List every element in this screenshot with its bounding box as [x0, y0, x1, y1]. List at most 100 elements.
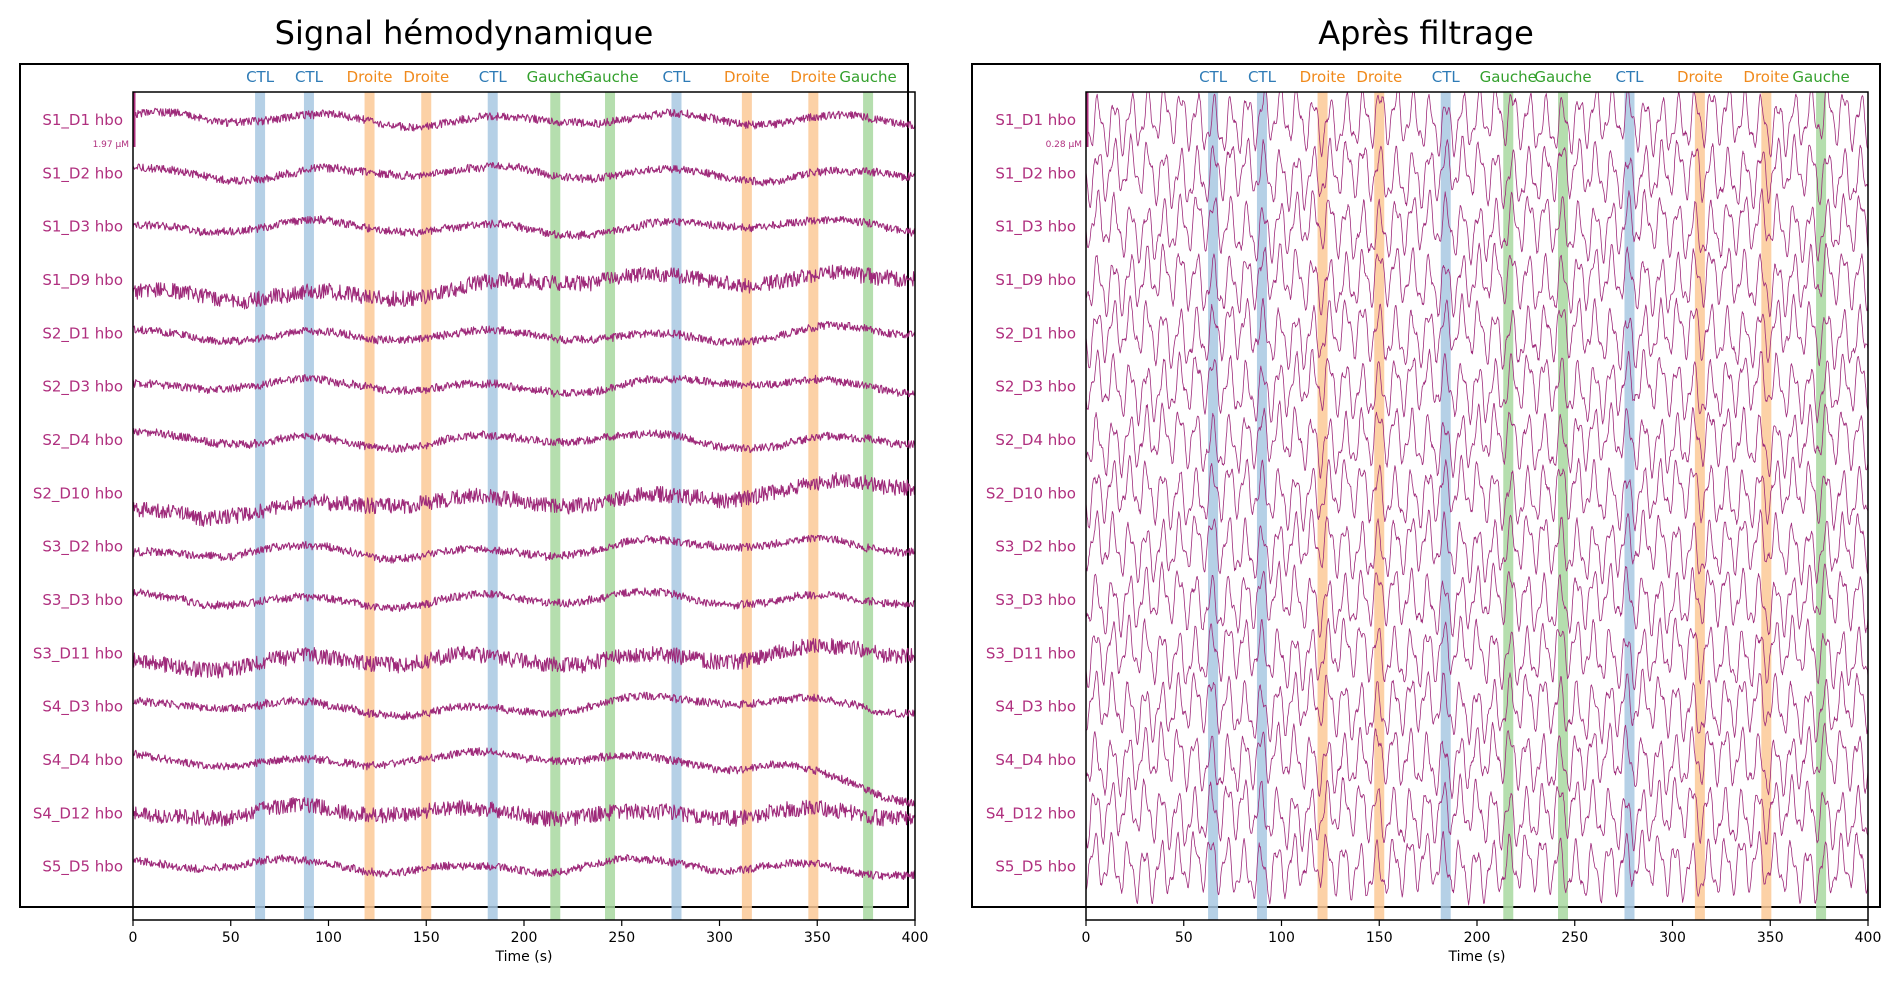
x-tick-label: 300	[706, 930, 733, 946]
event-band-ctl	[1256, 92, 1267, 920]
traces	[133, 107, 915, 881]
x-tick-label: 300	[1659, 930, 1686, 946]
channel-label: S2_D3 hbo	[42, 378, 123, 397]
event-label-ctl: CTL	[246, 68, 275, 86]
event-band-gauche	[1558, 92, 1569, 920]
event-band-droite	[421, 92, 432, 920]
trace-s1_d3-hbo	[1086, 188, 1868, 266]
trace-s4_d4-hbo	[133, 747, 915, 808]
channel-label: S1_D3 hbo	[42, 218, 123, 237]
event-label-droite: Droite	[724, 68, 770, 86]
x-tick-label: 350	[804, 930, 831, 946]
x-tick-label: 250	[608, 930, 635, 946]
event-label-droite: Droite	[1300, 68, 1346, 86]
channel-label: S5_D5 hbo	[995, 858, 1076, 877]
trace-s1_d1-hbo	[133, 107, 915, 132]
event-band-gauche	[1816, 92, 1827, 920]
channel-label: S2_D4 hbo	[42, 431, 123, 450]
trace-s1_d9-hbo	[133, 264, 915, 310]
event-label-gauche: Gauche	[839, 68, 896, 86]
channel-label: S3_D2 hbo	[42, 538, 123, 557]
channel-label: S4_D12 hbo	[33, 804, 123, 823]
scale-bar-label: 1.97 µM	[93, 140, 129, 150]
channel-label: S1_D3 hbo	[995, 218, 1076, 237]
panel-frame	[19, 63, 909, 908]
trace-s2_d1-hbo	[133, 321, 915, 347]
chart-title: Signal hémodynamique	[275, 14, 654, 52]
channel-label: S4_D4 hbo	[42, 751, 123, 770]
event-band-droite	[741, 92, 752, 920]
channel-label: S3_D11 hbo	[986, 644, 1076, 663]
trace-s5_d5-hbo	[1086, 828, 1868, 906]
event-band-gauche	[605, 92, 616, 920]
event-band-ctl	[671, 92, 682, 920]
event-label-droite: Droite	[403, 68, 449, 86]
channel-label: S2_D3 hbo	[995, 378, 1076, 397]
channel-label: S2_D10 hbo	[986, 484, 1076, 503]
trace-s4_d3-hbo	[1086, 668, 1868, 746]
channel-label: S2_D4 hbo	[995, 431, 1076, 450]
event-label-droite: Droite	[1743, 68, 1789, 86]
event-label-ctl: CTL	[1615, 68, 1644, 86]
channel-label: S2_D10 hbo	[33, 484, 123, 503]
event-label-droite: Droite	[347, 68, 393, 86]
chart-title: Après filtrage	[1318, 14, 1534, 52]
channel-label: S1_D1 hbo	[42, 111, 123, 130]
trace-s2_d10-hbo	[1086, 454, 1868, 532]
event-band-droite	[1694, 92, 1705, 920]
trace-s3_d3-hbo	[133, 587, 915, 612]
event-label-ctl: CTL	[1248, 68, 1277, 86]
event-label-ctl: CTL	[479, 68, 508, 86]
panel-frame	[971, 63, 1881, 908]
x-tick-label: 400	[1855, 930, 1882, 946]
event-label-gauche: Gauche	[1534, 68, 1591, 86]
x-tick-label: 200	[511, 930, 538, 946]
trace-s2_d10-hbo	[133, 472, 915, 527]
trace-s3_d2-hbo	[1086, 508, 1868, 586]
channel-label: S1_D9 hbo	[42, 271, 123, 290]
event-label-droite: Droite	[1677, 68, 1723, 86]
event-band-gauche	[863, 92, 874, 920]
x-tick-label: 400	[902, 930, 929, 946]
x-tick-label: 50	[1175, 930, 1193, 946]
x-axis-label: Time (s)	[1448, 949, 1506, 965]
chart-panel-2: Après filtrage CTL CTL Droite Droite CTL Gauch…	[971, 14, 1882, 965]
trace-s1_d3-hbo	[133, 215, 915, 240]
trace-s5_d5-hbo	[133, 854, 915, 881]
x-tick-label: 150	[1366, 930, 1393, 946]
trace-s4_d3-hbo	[133, 691, 915, 721]
x-tick-label: 100	[315, 930, 342, 946]
event-label-gauche: Gauche	[1792, 68, 1849, 86]
trace-s4_d12-hbo	[133, 796, 915, 827]
trace-s1_d9-hbo	[1086, 242, 1868, 318]
event-band-droite	[808, 92, 819, 920]
trace-s2_d3-hbo	[133, 374, 915, 398]
x-tick-label: 0	[129, 930, 138, 946]
channel-label: S3_D3 hbo	[42, 591, 123, 610]
channel-label: S1_D1 hbo	[995, 111, 1076, 130]
channel-label: S3_D11 hbo	[33, 644, 123, 663]
trace-s3_d3-hbo	[1086, 560, 1868, 638]
event-band-droite	[364, 92, 375, 920]
trace-s1_d2-hbo	[1086, 133, 1868, 213]
trace-s2_d4-hbo	[133, 428, 915, 454]
x-tick-label: 200	[1464, 930, 1491, 946]
channel-label: S4_D12 hbo	[986, 804, 1076, 823]
trace-s1_d1-hbo	[1086, 92, 1868, 158]
trace-s3_d11-hbo	[1086, 614, 1868, 692]
event-band-ctl	[487, 92, 498, 920]
x-tick-label: 100	[1268, 930, 1295, 946]
x-tick-label: 0	[1082, 930, 1091, 946]
channel-label: S5_D5 hbo	[42, 858, 123, 877]
event-label-droite: Droite	[790, 68, 836, 86]
channel-label: S4_D3 hbo	[995, 698, 1076, 717]
x-tick-label: 350	[1757, 930, 1784, 946]
event-label-gauche: Gauche	[527, 68, 584, 86]
x-tick-label: 250	[1561, 930, 1588, 946]
event-band-ctl	[1208, 92, 1219, 920]
x-tick-label: 50	[222, 930, 240, 946]
trace-s2_d1-hbo	[1086, 293, 1868, 371]
event-label-ctl: CTL	[295, 68, 324, 86]
